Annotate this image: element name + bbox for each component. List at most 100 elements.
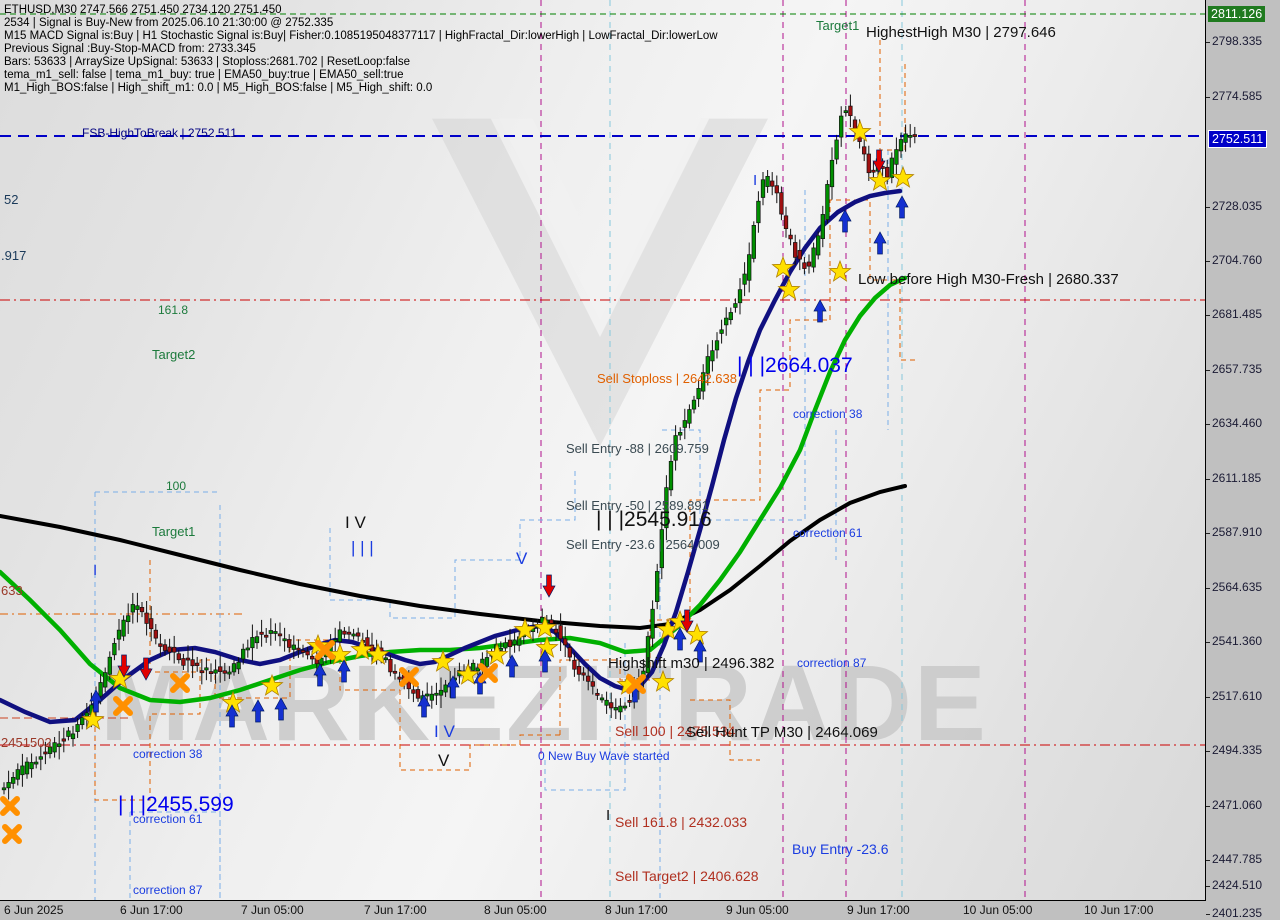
star-marker-icon xyxy=(533,615,557,638)
sell-arrow-down-icon xyxy=(139,657,153,681)
price-tick-mark xyxy=(1206,697,1210,698)
bid-price-badge: 2752.511 xyxy=(1208,130,1268,148)
chart-label-sell-100: Sell 100 | 2475.534 xyxy=(615,723,736,739)
star-marker-icon xyxy=(81,707,105,730)
star-marker-icon xyxy=(366,642,390,665)
star-marker-icon xyxy=(868,168,892,191)
chart-label-buy-entry-236: Buy Entry -23.6 xyxy=(792,841,889,857)
cross-marker-icon xyxy=(399,667,419,687)
ema-slow-line xyxy=(0,188,903,725)
cross-marker-icon xyxy=(113,696,133,716)
price-tick-label: 2774.585 xyxy=(1212,89,1263,103)
chart-label-target2: Target2 xyxy=(152,347,196,362)
price-tick-mark xyxy=(1206,860,1210,861)
price-tick-mark xyxy=(1206,370,1210,371)
star-marker-icon xyxy=(108,666,132,689)
chart-canvas xyxy=(0,0,1205,900)
chart-label-wave-2545: | | |2545.916 xyxy=(596,508,712,531)
chart-label-target1-left: Target1 xyxy=(152,524,196,539)
chart-label-correction-61-r: correction 61 xyxy=(793,526,863,540)
orange-zone-lines xyxy=(94,40,915,801)
price-tick-mark xyxy=(1206,751,1210,752)
chart-label-correction-38-l: correction 38 xyxy=(133,747,203,761)
chart-label-left-trunc-633: 633 xyxy=(1,583,23,598)
cross-marker-icon xyxy=(626,674,646,694)
chart-label-sell-161-8: Sell 161.8 | 2432.033 xyxy=(615,814,748,830)
header-line-4: tema_m1_sell: false | tema_m1_buy: true … xyxy=(4,69,404,81)
chart-label-sell-hunt-tp: Sell Hunt TP M30 | 2464.069 xyxy=(686,724,878,741)
price-tick-label: 2517.610 xyxy=(1212,689,1263,703)
header-line-3: Bars: 53633 | ArraySize UpSignal: 53633 … xyxy=(4,56,410,68)
price-tick-label: 2471.060 xyxy=(1212,798,1263,812)
header-line-5: M1_High_BOS:false | High_shift_m1: 0.0 |… xyxy=(4,82,433,94)
chart-label-fib-100: 100 xyxy=(166,479,187,493)
buy-arrow-up-icon xyxy=(838,209,852,233)
price-tick-label: 2401.235 xyxy=(1212,906,1263,920)
chart-label-sell-stoploss: Sell Stoploss | 2642.638 xyxy=(597,371,737,386)
star-marker-icon xyxy=(771,255,795,278)
price-tick-label: 2541.360 xyxy=(1212,634,1263,648)
chart-label-low-before-high: Low before High M30-Fresh | 2680.337 xyxy=(858,271,1119,288)
candlestick-series xyxy=(1,94,917,800)
star-marker-icon xyxy=(513,617,537,640)
price-tick-label: 2704.760 xyxy=(1212,253,1263,267)
chart-label-fsb-high-to-break: FSB-HighToBreak | 2752.511 xyxy=(82,126,237,140)
price-tick-label: 2494.335 xyxy=(1212,743,1263,757)
time-scale[interactable]: 6 Jun 2025 6 Jun 17:00 7 Jun 05:00 7 Jun 17… xyxy=(0,901,1205,920)
chart-label-sell-target2: Sell Target2 | 2406.628 xyxy=(615,868,759,884)
chart-label-correction-61-l: correction 61 xyxy=(133,812,203,826)
cross-marker-icon xyxy=(0,796,20,816)
chart-label-wave-2664: | | |2664.037 xyxy=(737,354,853,377)
sell-arrow-down-icon xyxy=(680,609,694,633)
chart-label-sell-entry-88: Sell Entry -88 | 2609.759 xyxy=(566,441,709,456)
chart-label-left-trunc-2451: 2451 xyxy=(1,735,30,750)
chart-label-high-shift-m30: Highshift m30 | 2496.382 xyxy=(608,655,775,672)
chart-label-correction-38-r: correction 38 xyxy=(793,407,863,421)
price-tick-label: 2798.335 xyxy=(1212,34,1263,48)
chart-label-wave-IV-lower: I V xyxy=(434,722,455,741)
vertical-day-gridlines xyxy=(609,0,903,900)
star-marker-icon xyxy=(456,662,480,685)
time-tick-label: 9 Jun 17:00 xyxy=(847,903,910,917)
sell-arrow-down-icon xyxy=(117,654,131,678)
price-tick-mark xyxy=(1206,424,1210,425)
price-scale[interactable]: 2798.335 2774.585 2728.035 2704.760 2681.485… xyxy=(1206,0,1280,920)
star-marker-icon xyxy=(651,669,675,692)
buy-arrow-up-icon xyxy=(673,627,687,651)
buy-arrow-up-icon xyxy=(417,694,431,718)
cross-marker-icon xyxy=(478,663,498,683)
time-tick-label: 7 Jun 17:00 xyxy=(364,903,427,917)
chart-label-wave-2455: | | |2455.599 xyxy=(118,793,234,816)
chart-label-fib-161-8: 161.8 xyxy=(158,303,189,317)
header-line-0: 2534 | Signal is Buy-New from 2025.06.10… xyxy=(4,17,334,29)
buy-arrow-up-icon xyxy=(446,675,460,699)
price-tick-mark xyxy=(1206,42,1210,43)
sell-arrow-down-icon xyxy=(542,574,556,598)
chart-plot-area[interactable]: MARKEZITRADE xyxy=(0,0,1206,901)
star-marker-icon xyxy=(891,165,915,188)
chart-label-wave-V-mid: V xyxy=(516,549,528,568)
chart-label-left-trunc-52: 52 xyxy=(4,192,19,207)
price-tick-mark xyxy=(1206,914,1210,915)
buy-arrow-up-icon xyxy=(89,689,103,713)
chart-label-correction-87-r: correction 87 xyxy=(797,656,867,670)
chart-label-wave-I-right: I xyxy=(753,172,758,189)
price-tick-mark xyxy=(1206,588,1210,589)
chart-label-wave-III-upper: | | | xyxy=(351,538,374,557)
price-tick-mark xyxy=(1206,97,1210,98)
time-tick-label: 9 Jun 05:00 xyxy=(726,903,789,917)
price-tick-label: 2657.735 xyxy=(1212,362,1263,376)
buy-arrow-up-icon xyxy=(693,639,707,663)
time-tick-label: 8 Jun 17:00 xyxy=(605,903,668,917)
cross-marker-icon xyxy=(170,673,190,693)
cross-marker-icon xyxy=(2,824,22,844)
star-marker-icon xyxy=(328,642,352,665)
chart-label-correction-87-l: correction 87 xyxy=(133,883,203,897)
star-marker-icon xyxy=(685,622,709,645)
ema-fast-line xyxy=(0,275,908,705)
time-tick-label: 6 Jun 17:00 xyxy=(120,903,183,917)
price-tick-mark xyxy=(1206,806,1210,807)
price-tick-label: 2611.185 xyxy=(1212,471,1262,485)
chart-label-highest-high: HighestHigh M30 | 2797.646 xyxy=(866,24,1056,41)
